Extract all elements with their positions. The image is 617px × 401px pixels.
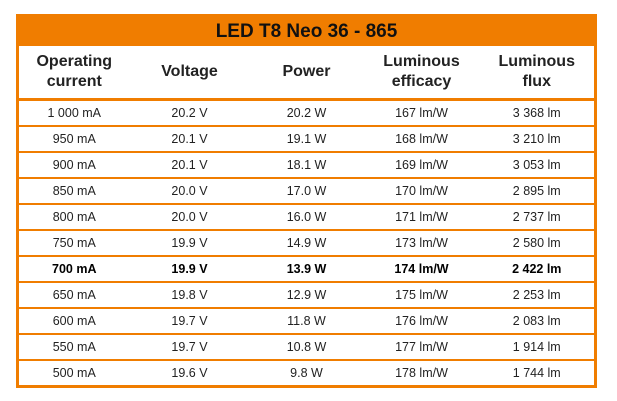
table-cell: 13.9 W <box>249 255 364 282</box>
table-row: 950 mA 20.1 V 19.1 W 168 lm/W 3 210 lm <box>17 125 596 152</box>
table-cell: 550 mA <box>17 333 130 360</box>
table-cell: 20.2 W <box>286 106 327 120</box>
header-cell: Luminous flux <box>479 46 596 101</box>
table-cell: 20.0 V <box>129 177 250 204</box>
table-cell: 10.8 W <box>249 333 364 360</box>
table-row: 600 mA 19.7 V 11.8 W 176 lm/W 2 083 lm <box>17 307 596 334</box>
table-cell: 19.9 V <box>129 229 250 256</box>
header-cell: Luminous efficacy <box>363 46 480 101</box>
table-cell: 16.0 W <box>249 203 364 230</box>
table-cell: 2 737 lm <box>479 203 596 230</box>
table-cell: 17.0 W <box>249 177 364 204</box>
table-cell: 2 895 lm <box>479 177 596 204</box>
table-row: 750 mA 19.9 V 14.9 W 173 lm/W 2 580 lm <box>17 229 596 256</box>
table-row: 850 mA 20.0 V 17.0 W 170 lm/W 2 895 lm <box>17 177 596 204</box>
table-cell: 850 mA <box>17 177 130 204</box>
table-row: 800 mA 20.0 V 16.0 W 171 lm/W 2 737 lm <box>17 203 596 230</box>
table-cell: 600 mA <box>17 307 130 334</box>
table-cell: 3 053 lm <box>479 151 596 178</box>
table-cell: 19.6 V <box>129 359 250 387</box>
table-row: 650 mA 19.8 V 12.9 W 175 lm/W 2 253 lm <box>17 281 596 308</box>
table-cell: 650 mA <box>17 281 130 308</box>
header-text: Operating current <box>36 53 113 90</box>
table-cell: 750 mA <box>17 229 130 256</box>
table-cell: 167 lm/W <box>395 106 448 120</box>
table-cell: 19.7 V <box>129 333 250 360</box>
table-cell: 2 253 lm <box>479 281 596 308</box>
table-cell: 176 lm/W <box>363 307 480 334</box>
spec-table: LED T8 Neo 36 - 865 Operating current Vol… <box>16 14 598 388</box>
header-cell: Voltage <box>129 46 250 101</box>
table-cell: 171 lm/W <box>363 203 480 230</box>
table-row: 500 mA 19.6 V 9.8 W 178 lm/W 1 744 lm <box>17 359 596 387</box>
table-cell: 9.8 W <box>249 359 364 387</box>
table-cell: 18.1 W <box>249 151 364 178</box>
table-cell: 2 422 lm <box>479 255 596 282</box>
header-text: Voltage <box>161 63 218 80</box>
table-row: 550 mA 19.7 V 10.8 W 177 lm/W 1 914 lm <box>17 333 596 360</box>
table-row: 700 mA 19.9 V 13.9 W 174 lm/W 2 422 lm <box>17 255 596 282</box>
table-cell: 12.9 W <box>249 281 364 308</box>
table-wrap: LED T8 Neo 36 - 865 Operating current Vol… <box>16 14 598 388</box>
header-cell: Operating current <box>17 46 130 101</box>
table-cell: 800 mA <box>17 203 130 230</box>
table-cell: 14.9 W <box>249 229 364 256</box>
table-cell: 19.7 V <box>129 307 250 334</box>
header-cell: Power <box>249 46 364 101</box>
table-cell: 20.1 V <box>129 151 250 178</box>
table-row: 900 mA 20.1 V 18.1 W 169 lm/W 3 053 lm <box>17 151 596 178</box>
table-cell: 19.8 V <box>129 281 250 308</box>
table-cell: 19.1 W <box>249 125 364 152</box>
table-cell: 3 368 lm <box>512 106 561 120</box>
table-cell: 169 lm/W <box>363 151 480 178</box>
table-cell: 1 000 mA <box>47 106 101 120</box>
table-cell: 950 mA <box>17 125 130 152</box>
table-cell: 168 lm/W <box>363 125 480 152</box>
table-row: 1 000 mA 20.2 V 20.2 W 167 lm/W 3 368 lm <box>18 100 596 127</box>
header-text: Power <box>282 63 331 80</box>
table-cell: 1 744 lm <box>479 359 596 387</box>
table-cell: 11.8 W <box>249 307 364 334</box>
header-text: Luminous flux <box>498 53 575 90</box>
table-cell: 20.0 V <box>129 203 250 230</box>
table-cell: 170 lm/W <box>363 177 480 204</box>
table-cell: 700 mA <box>17 255 130 282</box>
table-cell: 178 lm/W <box>363 359 480 387</box>
table-title: LED T8 Neo 36 - 865 <box>17 15 596 46</box>
table-cell: 173 lm/W <box>363 229 480 256</box>
header-row: Operating current Voltage Power Luminous ef… <box>17 46 596 101</box>
table-cell: 1 914 lm <box>479 333 596 360</box>
table-cell: 900 mA <box>17 151 130 178</box>
table-cell: 2 580 lm <box>479 229 596 256</box>
header-text: Luminous efficacy <box>383 53 460 90</box>
table-cell: 20.1 V <box>129 125 250 152</box>
table-cell: 19.9 V <box>129 255 250 282</box>
table-cell: 500 mA <box>17 359 130 387</box>
table-cell: 174 lm/W <box>363 255 480 282</box>
table-cell: 177 lm/W <box>363 333 480 360</box>
table-cell: 3 210 lm <box>479 125 596 152</box>
table-cell: 175 lm/W <box>363 281 480 308</box>
table-cell: 20.2 V <box>171 106 208 120</box>
table-body: 1 000 mA 20.2 V 20.2 W 167 lm/W 3 368 lm 950 … <box>17 100 596 387</box>
table-cell: 2 083 lm <box>479 307 596 334</box>
